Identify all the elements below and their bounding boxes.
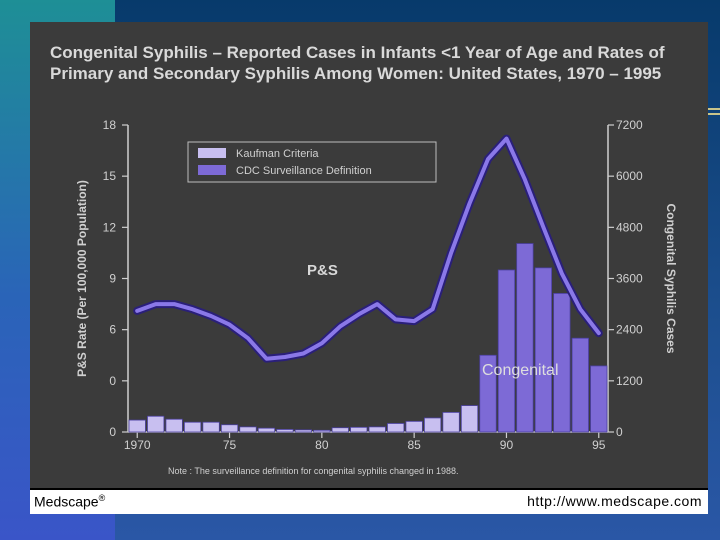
legend-label: Kaufman Criteria bbox=[236, 148, 319, 160]
legend-swatch bbox=[198, 165, 226, 175]
bar-kaufman bbox=[220, 424, 239, 433]
bar-cdc bbox=[553, 293, 571, 433]
right-tick-label: 2400 bbox=[616, 323, 643, 337]
chart-title-line2: Primary and Secondary Syphilis Among Wom… bbox=[50, 64, 662, 83]
medscape-logo: Medscape® bbox=[34, 493, 105, 510]
bar-kaufman bbox=[165, 418, 183, 433]
x-tick-label: 95 bbox=[592, 438, 606, 452]
bar-cdc bbox=[497, 269, 516, 433]
left-tick-label: 18 bbox=[103, 118, 117, 132]
right-tick-label: 1200 bbox=[616, 374, 643, 388]
bar-kaufman bbox=[257, 427, 276, 433]
bar-kaufman bbox=[350, 426, 368, 433]
x-tick-label: 80 bbox=[315, 438, 329, 452]
bar-kaufman bbox=[442, 411, 460, 433]
bar-kaufman bbox=[423, 417, 442, 433]
bar-kaufman bbox=[331, 427, 349, 433]
right-tick-label: 6000 bbox=[616, 169, 643, 183]
left-tick-label: 15 bbox=[103, 169, 117, 183]
bar-cdc bbox=[571, 337, 589, 433]
bar-kaufman bbox=[183, 421, 202, 433]
bar-cdc bbox=[479, 354, 497, 433]
x-tick-label: 1970 bbox=[124, 438, 151, 452]
bar-cdc bbox=[534, 267, 553, 433]
left-tick-label: 6 bbox=[109, 323, 116, 337]
legend-label: CDC Surveillance Definition bbox=[236, 165, 372, 177]
bar-kaufman bbox=[276, 429, 294, 433]
bar-kaufman bbox=[405, 420, 423, 433]
bar-cdc bbox=[590, 365, 608, 433]
right-tick-label: 7200 bbox=[616, 118, 643, 132]
right-axis-title: Congenital Syphilis Cases bbox=[664, 203, 678, 353]
x-tick-label: 90 bbox=[500, 438, 514, 452]
legend: Kaufman Criteria CDC Surveillance Definit… bbox=[187, 141, 437, 183]
right-tick-label: 3600 bbox=[616, 272, 643, 286]
left-tick-label: 0 bbox=[109, 425, 116, 439]
syphilis-chart: 18 7200 15 6000 12 4800 9 3600 6 2400 0 1200 0 0 1970 7… bbox=[75, 118, 678, 476]
bar-kaufman bbox=[460, 405, 479, 433]
bar-kaufman bbox=[147, 415, 165, 433]
ps-annotation: P&S bbox=[307, 262, 338, 279]
left-tick-label: 0 bbox=[109, 374, 116, 388]
congenital-annotation: Congenital bbox=[482, 362, 559, 379]
footer-brand: Medscape bbox=[34, 493, 99, 510]
right-tick-label: 0 bbox=[616, 425, 623, 439]
chart-note: Note : The surveillance definition for c… bbox=[168, 466, 459, 476]
ps-line bbox=[135, 136, 601, 361]
bar-kaufman bbox=[313, 429, 331, 433]
legend-swatch bbox=[198, 148, 226, 158]
bar-kaufman bbox=[387, 423, 405, 433]
left-axis-title: P&S Rate (Per 100,000 Population) bbox=[75, 180, 89, 377]
bar-kaufman bbox=[202, 421, 220, 433]
chart-title-line1: Congenital Syphilis – Reported Cases in … bbox=[50, 43, 665, 62]
left-tick-label: 9 bbox=[109, 272, 116, 286]
chart-title: Congenital Syphilis – Reported Cases in … bbox=[50, 42, 700, 84]
footer-bar: Medscape® http://www.medscape.com bbox=[30, 488, 708, 514]
left-tick-label: 12 bbox=[103, 220, 117, 234]
bar-kaufman bbox=[128, 419, 146, 433]
x-tick-label: 85 bbox=[407, 438, 421, 452]
legend-box bbox=[187, 141, 437, 183]
bar-kaufman bbox=[368, 426, 386, 433]
decorative-lines bbox=[700, 108, 720, 122]
right-tick-label: 4800 bbox=[616, 220, 643, 234]
bar-cdc bbox=[516, 243, 534, 433]
registered-mark: ® bbox=[98, 493, 106, 503]
bar-kaufman bbox=[294, 429, 313, 433]
x-tick-label: 75 bbox=[223, 438, 237, 452]
footer-url[interactable]: http://www.medscape.com bbox=[527, 493, 702, 509]
slide-panel: Congenital Syphilis – Reported Cases in … bbox=[30, 22, 708, 514]
bar-kaufman bbox=[239, 426, 257, 433]
